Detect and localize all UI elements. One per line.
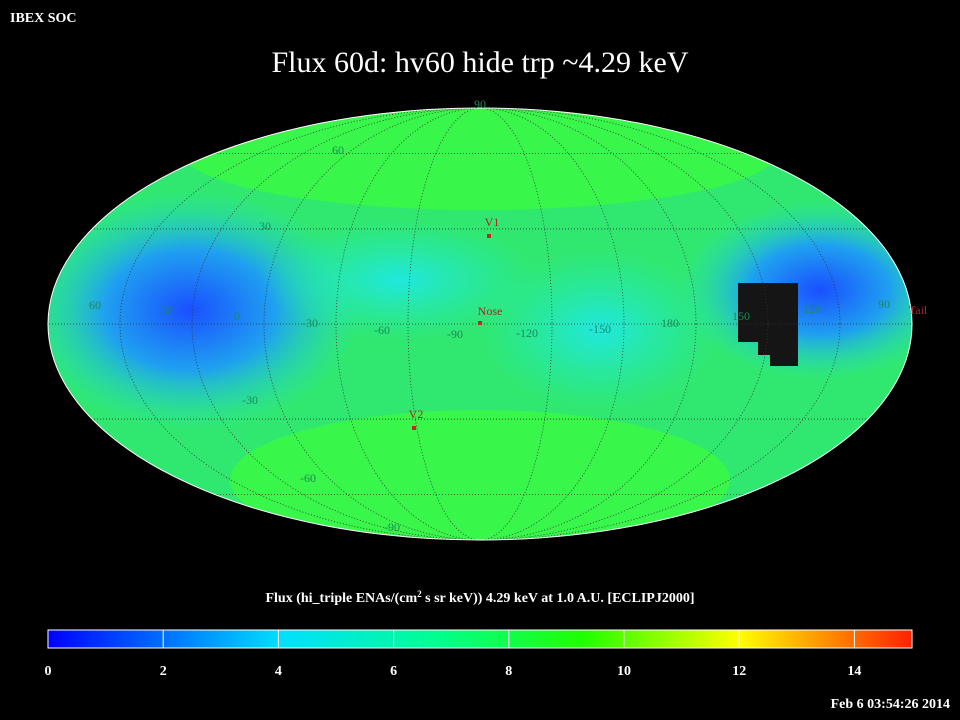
longitude-label: -90 [447,327,463,341]
longitude-label: 150 [732,309,750,323]
marker-dot [412,426,416,430]
latitude-label: -60 [300,471,316,485]
longitude-label: 180 [661,316,679,330]
meridian [119,108,841,540]
timestamp: Feb 6 03:54:26 2014 [831,697,950,712]
colorbar-tick-label: 2 [160,664,167,679]
longitude-label: -60 [374,323,390,337]
marker-dot [478,321,482,325]
colorbar-tick-label: 4 [275,664,282,679]
marker-label: Nose [478,304,503,318]
longitude-label: 30 [161,303,173,317]
longitude-label: -120 [516,326,538,340]
colorbar-tick-label: 6 [390,664,397,679]
colorbar-tick-label: 0 [45,664,52,679]
meridian [191,108,769,540]
latitude-label: 90 [474,97,486,111]
longitude-label: -150 [589,322,611,336]
latitude-label: -90 [384,520,400,534]
longitude-label: -30 [302,316,318,330]
marker-dot [487,234,491,238]
latitude-label: -30 [242,393,258,407]
meridian [263,108,697,540]
colorbar-title-sup: 2 [417,589,422,599]
colorbar-tick-label: 8 [505,664,512,679]
colorbar-tick-label: 10 [617,664,631,679]
colorbar-title: Flux (hi_triple ENAs/(cm2 s sr keV)) 4.2… [265,589,694,606]
meridian [335,108,625,540]
meridian [407,108,553,540]
longitude-label: 120 [803,302,821,316]
colorbar [47,629,913,649]
colorbar-title-part: s sr keV)) 4.29 keV at 1.0 A.U. [ECLIPJ2… [422,591,695,606]
colorbar-tick-label: 12 [732,664,746,679]
marker-label: V1 [485,215,500,229]
colorbar-title-part: Flux (hi_triple ENAs/(cm [265,591,417,606]
sky-map [48,108,912,540]
colorbar-tick-label: 14 [847,664,861,679]
longitude-label: 60 [89,298,101,312]
marker-label: Tail [909,303,928,317]
longitude-label: 90 [878,297,890,311]
longitude-label: 0 [234,309,240,323]
marker-label: V2 [409,407,424,421]
latitude-label: 30 [259,219,271,233]
header: IBEX SOC [10,11,77,26]
title: Flux 60d: hv60 hide trp ~4.29 keV [271,46,688,79]
latitude-label: 60 [332,143,344,157]
